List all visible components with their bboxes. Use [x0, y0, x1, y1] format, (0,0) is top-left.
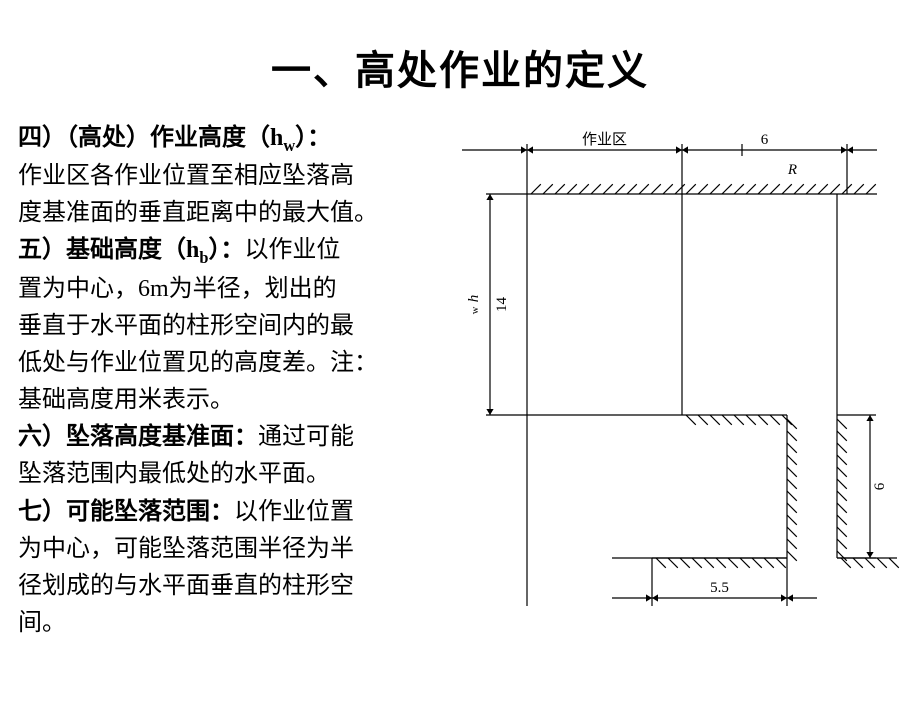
svg-text:R: R: [787, 162, 797, 178]
def4-tail: ）：: [295, 125, 331, 151]
diagram: 作业区 6 Rhw 14 5.5 6: [434, 120, 902, 640]
def7-line3: 间。: [18, 605, 434, 642]
def5-line4: 基础高度用米表示。: [18, 382, 434, 419]
svg-text:h: h: [466, 295, 482, 303]
def7-head: 七）可能坠落范围：: [18, 499, 234, 525]
def5-line1: 置为中心，6m为半径，划出的: [18, 271, 434, 308]
svg-text:6: 6: [761, 132, 769, 148]
def4-head: 四）（高处）作业高度（h: [18, 125, 283, 151]
page-title: 一、高处作业的定义: [0, 38, 920, 96]
def7-line2: 径划成的与水平面垂直的柱形空: [18, 568, 434, 605]
def7-line1: 为中心，可能坠落范围半径为半: [18, 531, 434, 568]
def5-line2: 垂直于水平面的柱形空间内的最: [18, 308, 434, 345]
def5-line3: 低处与作业位置见的高度差。注：: [18, 345, 434, 382]
svg-text:5.5: 5.5: [710, 580, 729, 596]
svg-text:w: w: [470, 306, 481, 314]
def4-line2: 度基准面的垂直距离中的最大值。: [18, 195, 434, 232]
def4-line1: 作业区各作业位置至相应坠落高: [18, 158, 434, 195]
content-row: 四）（高处）作业高度（hw）： 作业区各作业位置至相应坠落高 度基准面的垂直距离…: [0, 120, 920, 642]
svg-text:6: 6: [872, 482, 888, 490]
def4-sub: w: [283, 136, 295, 155]
def6-after: 通过可能: [258, 424, 354, 450]
definitions-text: 四）（高处）作业高度（hw）： 作业区各作业位置至相应坠落高 度基准面的垂直距离…: [18, 120, 434, 642]
def5-tail: ）：: [208, 237, 244, 263]
def6-line1: 坠落范围内最低处的水平面。: [18, 456, 434, 493]
svg-text:14: 14: [494, 297, 510, 313]
def7-after: 以作业位置: [234, 499, 354, 525]
def5-after: 以作业位: [244, 237, 340, 263]
svg-text:作业区: 作业区: [582, 131, 627, 148]
def5-head: 五）基础高度（h: [18, 237, 199, 263]
def6-head: 六）坠落高度基准面：: [18, 424, 258, 450]
